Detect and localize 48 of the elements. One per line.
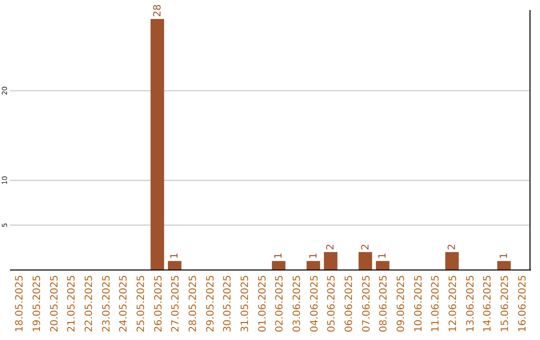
data-label: 1: [170, 252, 181, 260]
x-tick-label: 30.05.2025: [222, 275, 234, 332]
bar: [150, 18, 164, 270]
x-tick-label: 08.06.2025: [378, 275, 390, 332]
data-label: 1: [308, 252, 320, 260]
x-tick-label: 25.05.2025: [136, 275, 147, 332]
x-tick-label: 14.06.2025: [482, 275, 494, 332]
data-label: 2: [326, 244, 337, 250]
data-label: 2: [447, 244, 458, 250]
bar: [324, 252, 338, 270]
x-tick-label: 10.06.2025: [413, 275, 424, 332]
x-tick-label: 16.06.2025: [517, 275, 528, 332]
bar: [306, 261, 320, 270]
bar: [272, 261, 286, 270]
data-label: 1: [378, 252, 389, 260]
x-tick-label: 02.06.2025: [274, 275, 286, 332]
x-tick-label: 18.05.2025: [14, 275, 26, 332]
x-tick-label: 13.06.2025: [465, 275, 476, 332]
bar: [497, 261, 511, 270]
x-tick-label: 29.05.2025: [205, 275, 216, 332]
x-tick-label: 03.06.2025: [292, 275, 303, 332]
data-label: 1: [274, 252, 285, 260]
x-tick-label: 05.06.2025: [326, 275, 338, 332]
data-label: 2: [360, 244, 372, 250]
x-tick-label: 21.05.2025: [66, 275, 78, 332]
x-tick-label: 24.05.2025: [118, 275, 130, 332]
x-tick-label: 04.06.2025: [309, 275, 320, 332]
bar: [376, 261, 390, 270]
x-tick-label: 11.06.2025: [430, 275, 442, 332]
x-tick-label: 28.05.2025: [188, 275, 199, 332]
x-tick-label: 31.05.2025: [240, 275, 251, 332]
x-tick-label: 19.05.2025: [32, 275, 43, 332]
bar: [358, 252, 372, 270]
x-tick-label: 26.05.2025: [153, 275, 164, 332]
x-tick-label: 27.05.2025: [170, 275, 182, 332]
x-tick-label: 22.05.2025: [84, 275, 95, 332]
x-tick-label: 20.05.2025: [49, 275, 60, 332]
x-tick-label: 06.06.2025: [344, 275, 355, 332]
x-tick-label: 23.05.2025: [101, 275, 112, 332]
x-tick-label: 09.06.2025: [396, 275, 407, 332]
data-label: 1: [499, 252, 510, 260]
x-tick-label: 07.06.2025: [361, 275, 372, 332]
bar: [168, 261, 182, 270]
bar: [445, 252, 459, 270]
x-tick-label: 01.06.2025: [257, 275, 268, 332]
data-label: 28: [152, 4, 164, 17]
x-tick-label: 12.06.2025: [448, 275, 459, 332]
x-tick-label: 15.06.2025: [500, 275, 511, 332]
